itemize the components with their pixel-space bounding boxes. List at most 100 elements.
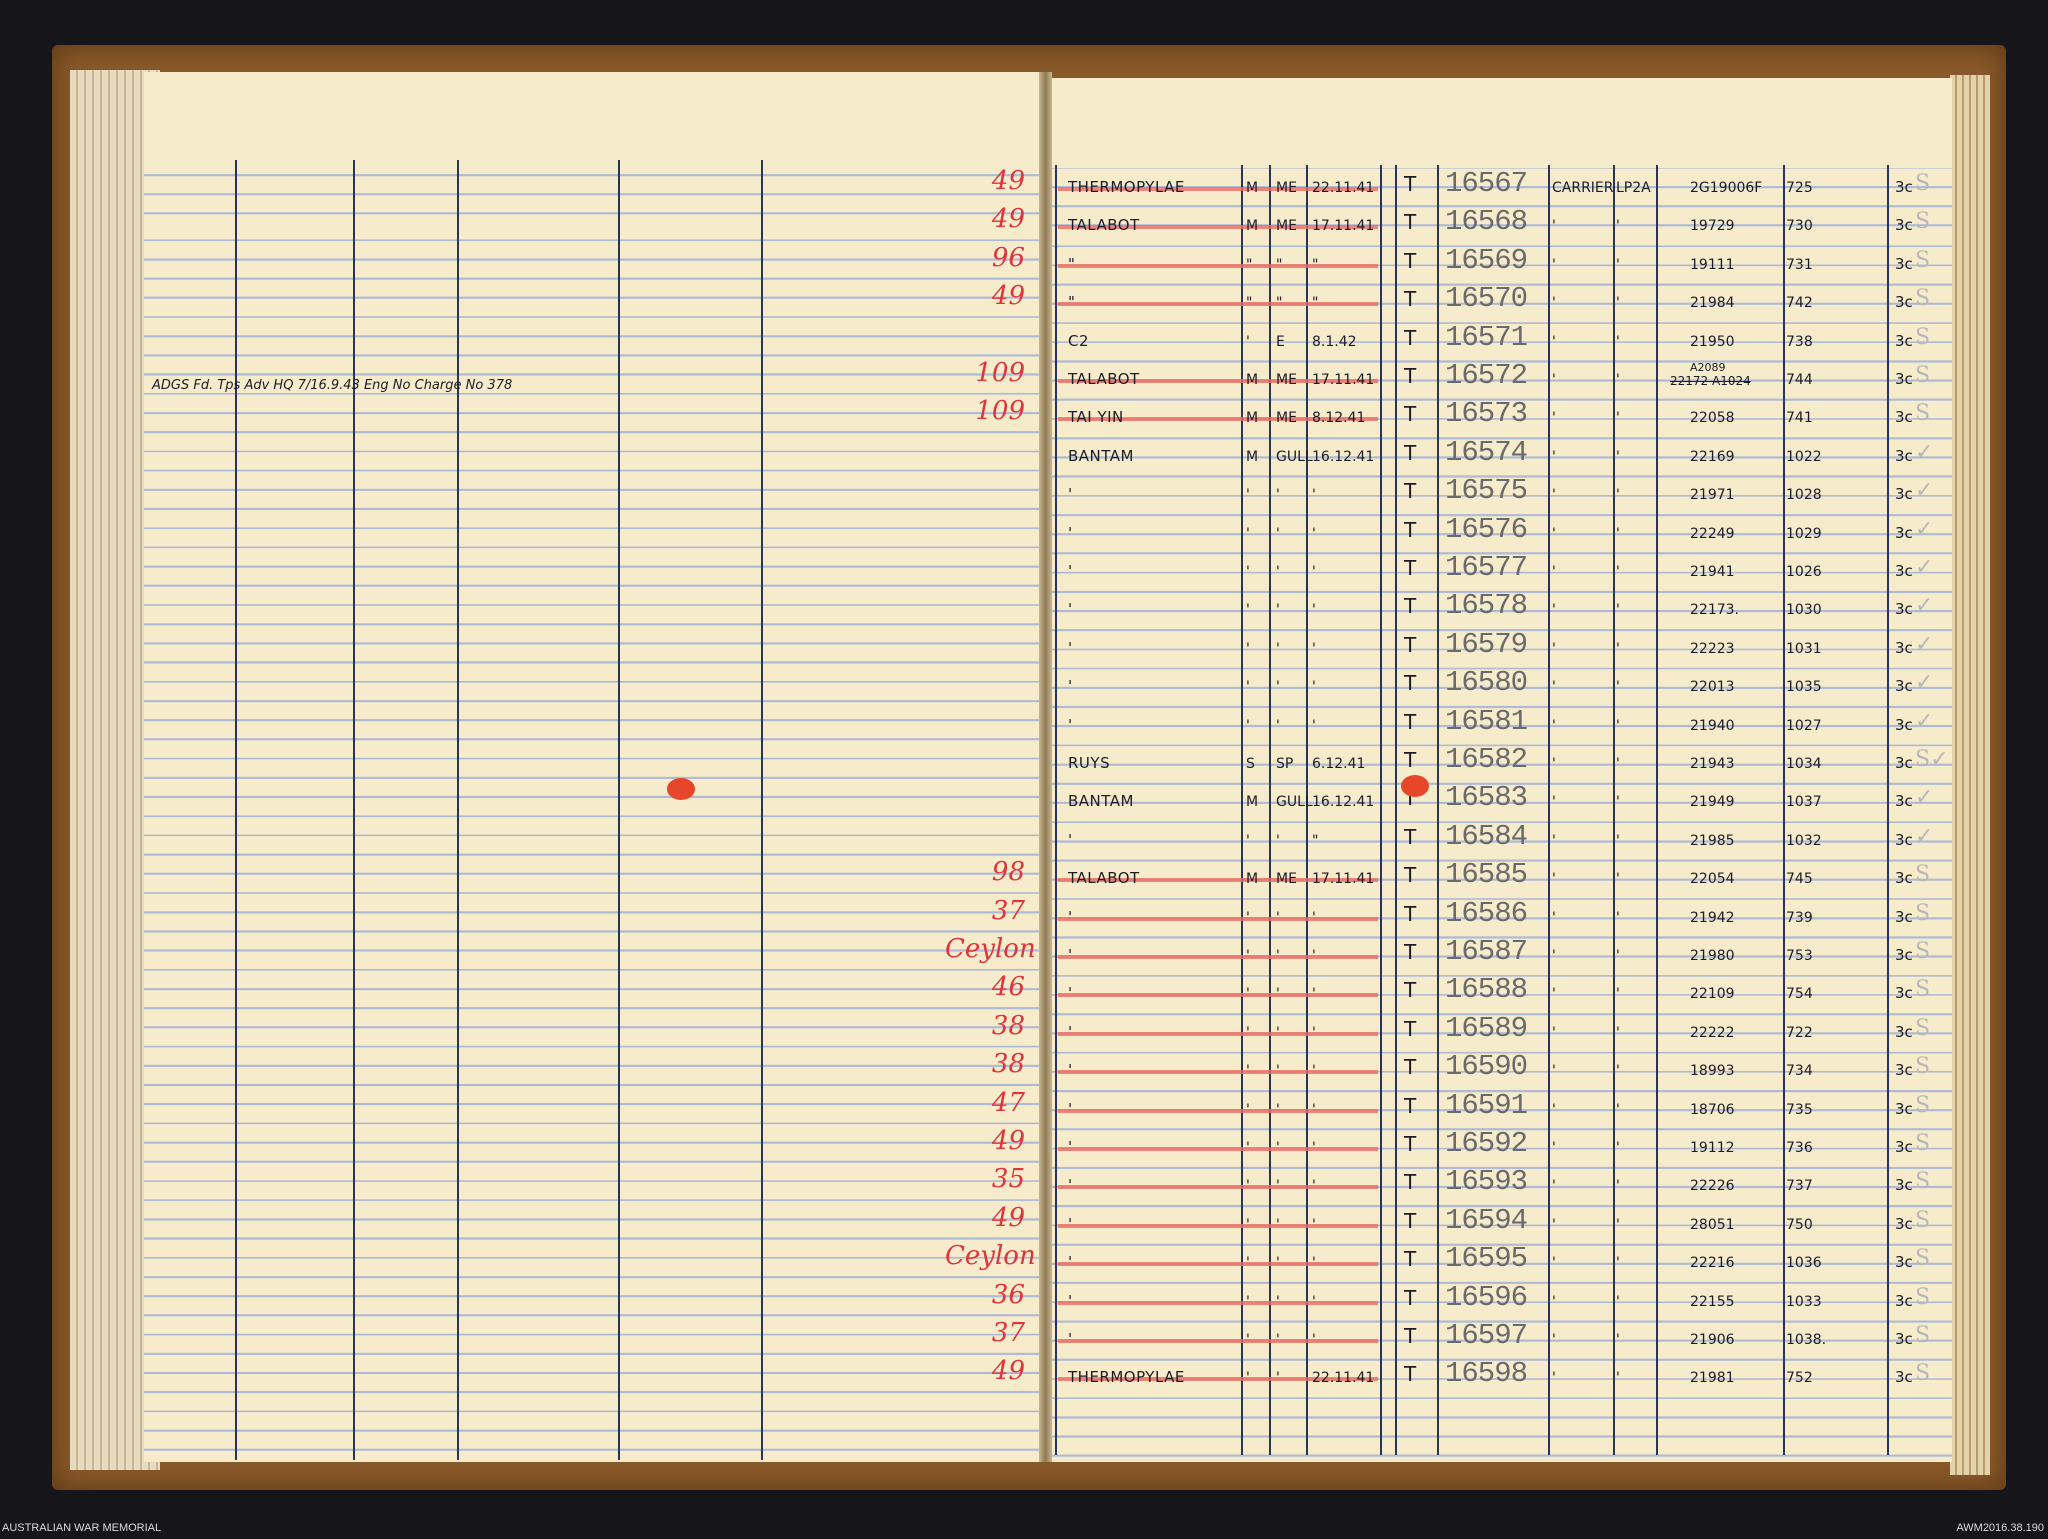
- column-rule: [1783, 165, 1785, 1455]
- stamped-number: 16595: [1445, 1242, 1528, 1276]
- stamped-number: 16592: [1445, 1127, 1528, 1160]
- description: ': [1552, 295, 1556, 312]
- unit-code: ': [1276, 1216, 1280, 1233]
- ledger-row: Ceylon ' ' ' ' T 16587 ' ' 21980 753 3c S: [0, 930, 2048, 968]
- date: 17.11.41: [1312, 218, 1375, 235]
- reference-number: 1028: [1786, 487, 1822, 504]
- ledger-row: ' ' ' " T 16584 ' ' 21985 1032 3c ✓: [0, 815, 2048, 853]
- reference-number: 741: [1786, 410, 1813, 427]
- ledger-row: C2 ' E 8.1.42 T 16571 ' ' 21950 738 3c S: [0, 316, 2048, 354]
- model: ': [1616, 564, 1620, 580]
- stamped-number: 16584: [1445, 819, 1528, 853]
- serial-number: 19729: [1690, 218, 1735, 235]
- ship-name: ': [1068, 523, 1073, 542]
- stamped-number: 16579: [1445, 627, 1528, 661]
- s-mark: S: [1915, 1284, 1931, 1310]
- date: 17.11.41: [1312, 372, 1375, 388]
- reference-number: 1022: [1786, 448, 1822, 465]
- footer-credit: AUSTRALIAN WAR MEMORIAL: [2, 1522, 162, 1534]
- serial-number: 21906: [1690, 1332, 1735, 1348]
- serial-number: A2089: [1690, 361, 1726, 374]
- type-code: T: [1404, 479, 1417, 504]
- ship-name: ': [1068, 1176, 1073, 1195]
- red-pencil-mark: Ceylon: [945, 1241, 1036, 1272]
- red-strikethrough: [1058, 1300, 1378, 1305]
- class-code: M: [1246, 410, 1259, 427]
- red-strikethrough: [1058, 1031, 1378, 1036]
- serial-number: 22173.: [1690, 602, 1739, 619]
- class-code: M: [1246, 372, 1259, 388]
- unit-code: ': [1276, 602, 1280, 619]
- date: ": [1312, 256, 1319, 273]
- s-mark: S: [1915, 1054, 1931, 1080]
- ledger-row: ' ' ' ' T 16579 ' ' 22223 1031 3c ✓: [0, 623, 2048, 661]
- model: ': [1616, 487, 1620, 504]
- s-mark: S: [1915, 247, 1931, 273]
- check-mark: 3c: [1895, 370, 1913, 388]
- description: ': [1552, 602, 1556, 619]
- s-mark: ✓: [1915, 439, 1934, 465]
- description: ': [1552, 487, 1556, 504]
- column-rule: [618, 160, 620, 1460]
- type-code: T: [1404, 1170, 1417, 1195]
- check-mark: 3c: [1895, 792, 1913, 811]
- red-pencil-mark: 49: [991, 1202, 1025, 1233]
- ship-name: ': [1068, 984, 1073, 1003]
- s-mark: S: [1915, 900, 1931, 926]
- struck-serial: 22172 A1024: [1670, 374, 1751, 388]
- stamped-number: 16578: [1445, 589, 1528, 623]
- type-code: T: [1404, 1208, 1417, 1233]
- check-mark: 3c: [1895, 1176, 1913, 1195]
- column-rule: [1380, 165, 1382, 1455]
- s-mark: S: [1915, 1323, 1931, 1348]
- model: ': [1616, 640, 1620, 657]
- unit-code: ': [1276, 717, 1280, 734]
- column-rule: [353, 160, 355, 1460]
- reference-number: 1037: [1786, 794, 1822, 811]
- model: ': [1616, 1216, 1620, 1233]
- type-code: T: [1404, 1362, 1417, 1387]
- model: ': [1616, 525, 1620, 542]
- column-rule: [457, 160, 459, 1460]
- stamped-number: 16571: [1445, 320, 1528, 354]
- stamped-number: 16575: [1445, 474, 1528, 508]
- ledger-row: 38 ' ' ' ' T 16589 ' ' 22222 722 3c S: [0, 1007, 2048, 1045]
- s-mark: S: [1915, 1169, 1931, 1195]
- model: ': [1616, 1178, 1620, 1195]
- stamped-number: 16593: [1445, 1165, 1528, 1199]
- class-code: ': [1246, 986, 1250, 1003]
- unit-code: ': [1276, 1063, 1280, 1080]
- ledger-row: ' ' ' ' T 16575 ' ' 21971 1028 3c ✓: [0, 469, 2048, 507]
- date: ': [1312, 1024, 1316, 1041]
- check-mark: 3c: [1895, 1061, 1913, 1080]
- red-pencil-mark: 98: [991, 857, 1025, 888]
- s-mark: S: [1915, 977, 1931, 1003]
- class-code: ': [1246, 948, 1250, 964]
- red-strikethrough: [1058, 1223, 1378, 1228]
- column-rule: [1306, 165, 1308, 1455]
- reference-number: 1034: [1786, 756, 1822, 772]
- ship-name: BANTAM: [1068, 792, 1134, 811]
- red-strikethrough: [1058, 1377, 1378, 1382]
- serial-number: 21949: [1690, 794, 1735, 811]
- stamped-number: 16573: [1445, 397, 1528, 431]
- ship-name: ": [1068, 254, 1076, 273]
- check-mark: 3c: [1895, 293, 1913, 312]
- description: ': [1552, 564, 1556, 580]
- reference-number: 1027: [1786, 717, 1822, 734]
- model: ': [1616, 948, 1620, 964]
- type-code: T: [1404, 901, 1417, 926]
- ledger-row: Ceylon ' ' ' ' T 16595 ' ' 22216 1036 3c S: [0, 1237, 2048, 1275]
- class-code: ': [1246, 602, 1250, 619]
- serial-number: 22109: [1690, 986, 1735, 1003]
- description: ': [1552, 679, 1556, 696]
- date: ': [1312, 525, 1316, 542]
- description: ': [1552, 1332, 1556, 1348]
- type-code: T: [1404, 364, 1417, 388]
- red-strikethrough: [1058, 1108, 1378, 1113]
- reference-number: 1026: [1786, 564, 1822, 580]
- column-rule: [235, 160, 237, 1460]
- type-code: T: [1404, 325, 1417, 350]
- ship-name: ': [1068, 1330, 1073, 1348]
- date: 6.12.41: [1312, 756, 1366, 772]
